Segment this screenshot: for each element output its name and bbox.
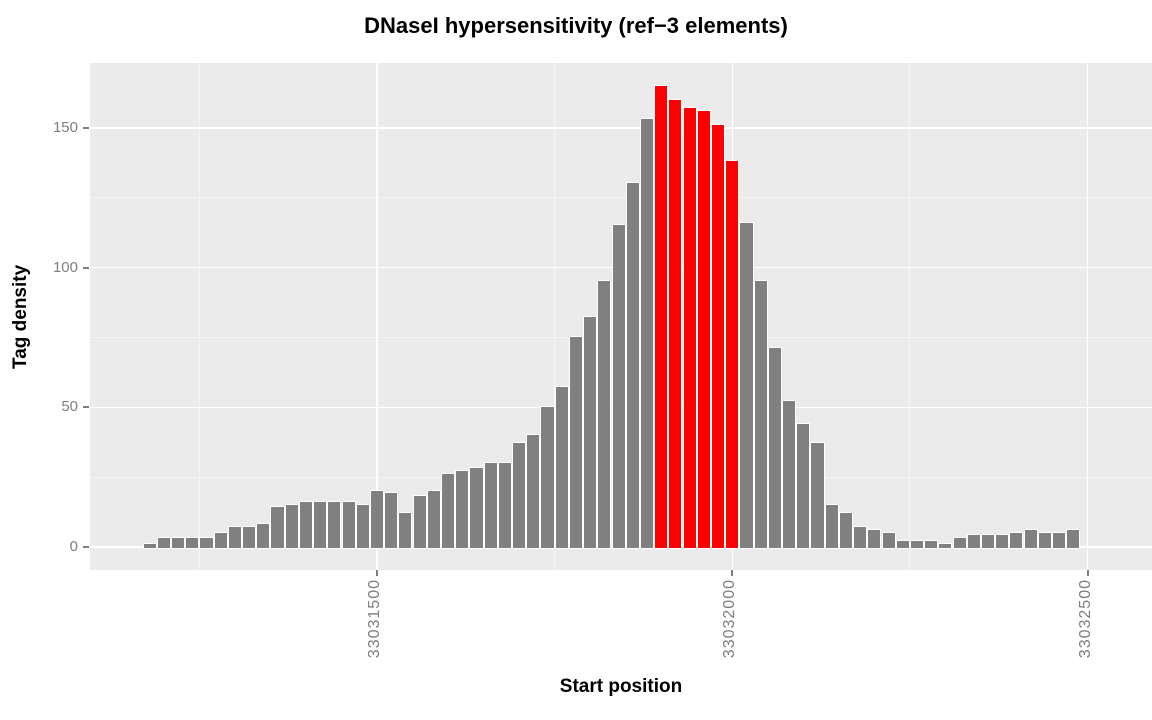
bar (938, 542, 953, 549)
bar (540, 405, 555, 549)
x-major-gridline (1086, 63, 1089, 570)
x-minor-gridline (909, 63, 911, 570)
x-axis-title: Start position (559, 676, 683, 697)
bar (611, 224, 626, 549)
x-tick-label: 33032500 (1076, 579, 1094, 659)
bar-highlighted (725, 160, 740, 549)
bar (213, 531, 228, 549)
bar (369, 489, 385, 549)
bar (270, 506, 285, 549)
plot-panel (90, 63, 1152, 570)
bar (242, 525, 257, 549)
bar (1066, 528, 1081, 549)
bar-highlighted (696, 109, 711, 549)
bar (739, 221, 754, 549)
bar (171, 537, 186, 549)
y-tick-mark (83, 546, 89, 548)
bar (313, 500, 328, 549)
bar (440, 472, 456, 549)
x-tick-label: 33031500 (366, 579, 383, 659)
y-tick-mark (83, 406, 89, 409)
x-minor-gridline (554, 63, 556, 570)
bar (1009, 531, 1024, 549)
bar (1023, 528, 1038, 549)
bar (895, 539, 910, 549)
bar (199, 537, 214, 549)
bar (909, 539, 925, 549)
bar (483, 461, 498, 549)
bar (568, 336, 583, 549)
y-tick-mark (83, 266, 89, 269)
x-tick-label: 33032000 (721, 579, 739, 659)
bar (327, 500, 342, 549)
bar (980, 534, 996, 549)
bar (341, 500, 356, 549)
bar (583, 316, 598, 549)
bar (1052, 531, 1067, 549)
bar (227, 525, 242, 549)
bar (256, 523, 271, 549)
bar (412, 495, 427, 549)
bar (455, 470, 470, 549)
y-tick-mark (83, 127, 89, 129)
bar (924, 539, 939, 549)
bar (512, 442, 527, 549)
bar (298, 500, 313, 549)
bar (639, 118, 655, 549)
bar (995, 534, 1010, 549)
x-tick-mark (1086, 570, 1089, 576)
bar (284, 503, 299, 549)
bar (810, 442, 825, 549)
x-tick-mark (376, 570, 378, 576)
x-tick-mark (731, 570, 734, 576)
bar-highlighted (654, 84, 669, 549)
y-axis-title: Tag density (10, 264, 31, 369)
bar (853, 525, 868, 549)
y-major-gridline (90, 127, 1152, 129)
bar (1037, 531, 1052, 549)
bar (355, 503, 370, 549)
x-minor-gridline (198, 63, 200, 570)
bar (398, 512, 413, 549)
bar (753, 280, 768, 549)
bar (796, 422, 811, 549)
chart-title: DNaseI hypersensitivity (ref−3 elements) (364, 13, 788, 38)
bar (767, 347, 782, 549)
bar (824, 503, 839, 549)
bar (185, 537, 200, 549)
bar-highlighted (710, 123, 726, 549)
bar-highlighted (668, 98, 683, 549)
bar (497, 461, 512, 549)
y-minor-gridline (90, 197, 1152, 199)
bar-highlighted (682, 107, 697, 549)
bar (881, 531, 896, 549)
bar (952, 537, 967, 549)
bar (526, 433, 541, 549)
bars-layer (90, 63, 1152, 570)
bar (156, 537, 171, 549)
bar (867, 528, 882, 549)
bar (782, 400, 797, 549)
bar (142, 542, 157, 549)
bar (469, 467, 484, 549)
bar (597, 280, 612, 549)
bar (966, 534, 981, 549)
bar (625, 182, 640, 549)
bar (838, 512, 853, 549)
bar (554, 386, 569, 549)
bar (384, 492, 399, 549)
x-major-gridline (376, 63, 378, 570)
bar (426, 489, 441, 549)
